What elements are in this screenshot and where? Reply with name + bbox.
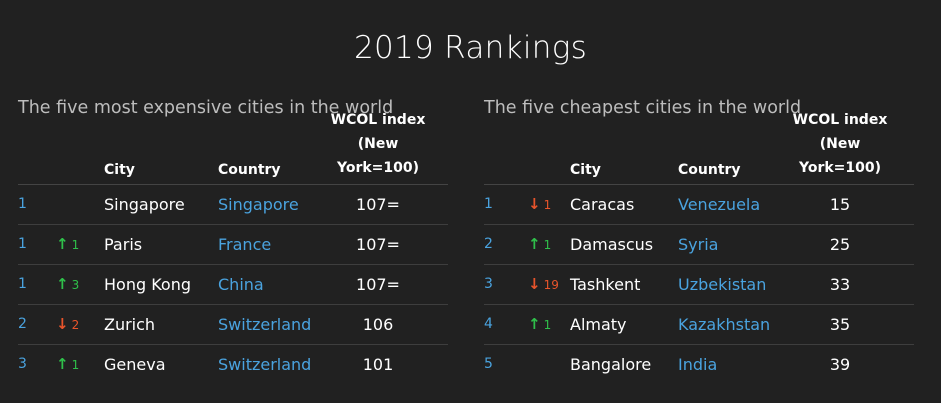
rank-change-value: 19 [543,278,559,292]
city-name: Bangalore [570,355,652,374]
rank-number: 1 [18,196,27,212]
wcol-index-value: 35 [829,315,851,334]
rank-change-value: 1 [543,238,552,252]
rank-change: ↑ 3 [56,265,79,304]
table-body: 1 Singapore Singapore 107= 1 ↑ 1 Paris France 107… [18,185,448,384]
city-name: Caracas [570,195,635,214]
header-index-line1: WCOL index [792,112,888,128]
table-subtitle: The five most expensive cities in the wo… [18,98,394,118]
rank-change-value: 1 [543,318,552,332]
country-link[interactable]: Switzerland [218,355,312,374]
city-name: Singapore [104,195,185,214]
table-row: 2 ↑ 1 Damascus Syria 25 [484,225,914,265]
header-city: City [104,162,135,178]
arrow-up-icon: ↑ [56,355,69,373]
wcol-index-value: 15 [829,195,851,214]
wcol-index-value: 25 [829,235,851,254]
rank-change: ↑ 1 [528,225,551,264]
rank-change: ↑ 1 [56,225,79,264]
rank-number: 2 [18,316,27,332]
header-index-line1: WCOL index [330,112,426,128]
rank-change-value: 2 [71,318,80,332]
arrow-down-icon: ↓ [528,195,541,213]
country-link[interactable]: Switzerland [218,315,312,334]
rank-number: 2 [484,236,493,252]
header-index-line2: (New York=100) [798,136,882,176]
wcol-index-value: 39 [829,355,851,374]
city-name: Almaty [570,315,627,334]
table-row: 1 ↑ 3 Hong Kong China 107= [18,265,448,305]
rank-number: 1 [18,276,27,292]
wcol-index-value: 107= [356,195,400,214]
table-row: 4 ↑ 1 Almaty Kazakhstan 35 [484,305,914,345]
city-name: Tashkent [570,275,641,294]
table-row: 2 ↓ 2 Zurich Switzerland 106 [18,305,448,345]
country-link[interactable]: India [678,355,718,374]
city-name: Zurich [104,315,156,334]
expensive-cities-table: The five most expensive cities in the wo… [18,98,448,384]
header-wcol-index: WCOL index (New York=100) [780,108,900,180]
city-name: Hong Kong [104,275,191,294]
wcol-index-value: 106 [362,315,394,334]
country-link[interactable]: China [218,275,264,294]
rank-change-value: 3 [71,278,80,292]
arrow-down-icon: ↓ [56,315,69,333]
wcol-index-value: 107= [356,275,400,294]
table-row: 5 Bangalore India 39 [484,345,914,384]
country-link[interactable]: France [218,235,272,254]
rank-change: ↓ 2 [56,305,79,344]
rank-change: ↑ 1 [56,345,79,384]
rank-number: 4 [484,316,493,332]
country-link[interactable]: Singapore [218,195,299,214]
country-link[interactable]: Venezuela [678,195,761,214]
country-link[interactable]: Kazakhstan [678,315,771,334]
wcol-index-value: 33 [829,275,851,294]
page-title: 2019 Rankings [353,30,588,66]
rank-number: 3 [484,276,493,292]
arrow-down-icon: ↓ [528,275,541,293]
rank-change-value: 1 [71,238,80,252]
header-city: City [570,162,601,178]
table-row: 1 Singapore Singapore 107= [18,185,448,225]
rank-change-value: 1 [71,358,80,372]
city-name: Geneva [104,355,166,374]
header-country: Country [218,162,281,178]
rank-change: ↓ 19 [528,265,559,304]
table-row: 3 ↑ 1 Geneva Switzerland 101 [18,345,448,384]
rank-number: 3 [18,356,27,372]
wcol-index-value: 107= [356,235,400,254]
table-subtitle: The five cheapest cities in the world [484,98,802,118]
table-header: City Country WCOL index (New York=100) [18,112,448,185]
arrow-up-icon: ↑ [528,315,541,333]
wcol-index-value: 101 [362,355,394,374]
city-name: Damascus [570,235,654,254]
country-link[interactable]: Syria [678,235,719,254]
table-row: 1 ↑ 1 Paris France 107= [18,225,448,265]
header-index-line2: (New York=100) [336,136,420,176]
rank-change-value: 1 [543,198,552,212]
rank-number: 1 [484,196,493,212]
arrow-up-icon: ↑ [56,275,69,293]
rank-number: 1 [18,236,27,252]
country-link[interactable]: Uzbekistan [678,275,767,294]
table-body: 1 ↓ 1 Caracas Venezuela 15 2 ↑ 1 Damascus Syria 25 3… [484,185,914,384]
city-name: Paris [104,235,143,254]
cheapest-cities-table: The five cheapest cities in the world Ci… [484,98,914,384]
header-wcol-index: WCOL index (New York=100) [318,108,438,180]
arrow-up-icon: ↑ [528,235,541,253]
table-row: 3 ↓ 19 Tashkent Uzbekistan 33 [484,265,914,305]
table-row: 1 ↓ 1 Caracas Venezuela 15 [484,185,914,225]
table-header: City Country WCOL index (New York=100) [484,112,914,185]
arrow-up-icon: ↑ [56,235,69,253]
rank-change: ↓ 1 [528,185,551,224]
rank-change: ↑ 1 [528,305,551,344]
header-country: Country [678,162,741,178]
rank-number: 5 [484,356,493,372]
